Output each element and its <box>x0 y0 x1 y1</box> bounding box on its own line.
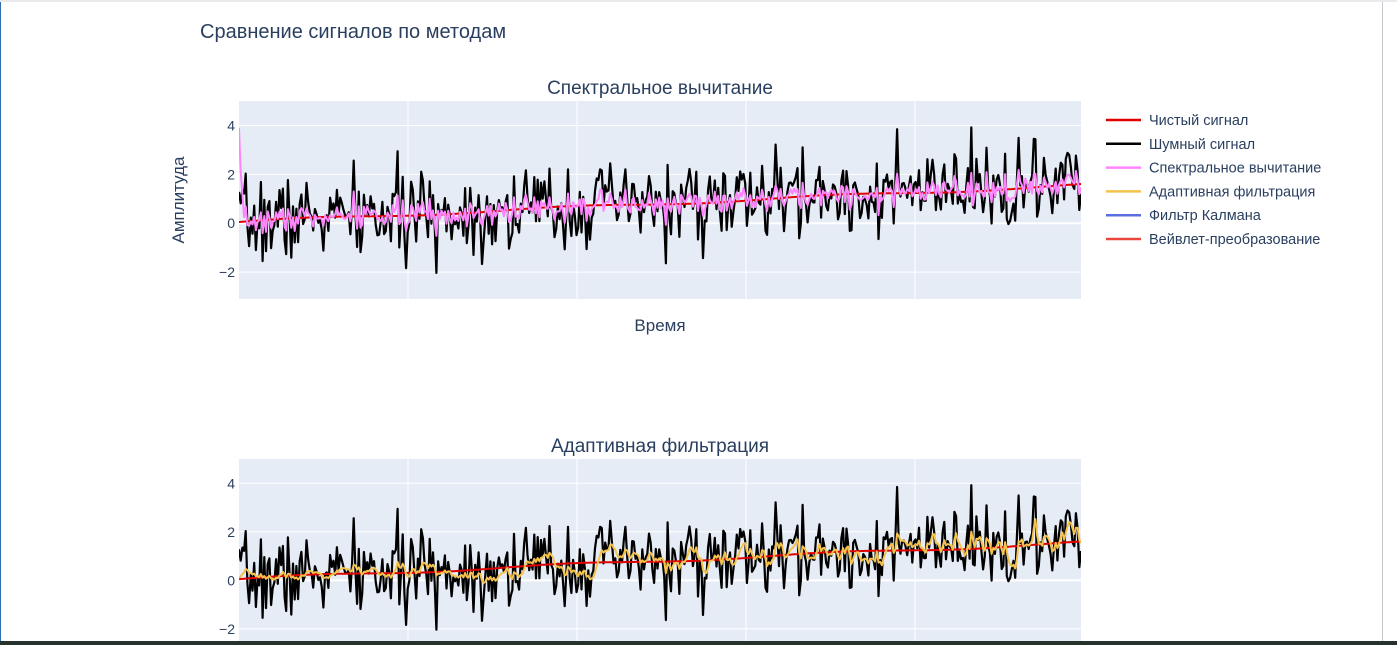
legend-label: Чистый сигнал <box>1149 113 1248 129</box>
legend-label: Спектральное вычитание <box>1149 161 1321 177</box>
y-tick-label: 2 <box>227 524 235 540</box>
legend-item[interactable]: Вейвлет-преобразование <box>1106 232 1320 248</box>
y-axis-label: Амплитуда <box>169 156 188 243</box>
legend-item[interactable]: Чистый сигнал <box>1106 113 1248 129</box>
bottom-border <box>0 641 1397 645</box>
y-tick-label: 4 <box>227 475 235 491</box>
figure-title: Сравнение сигналов по методам <box>200 21 506 43</box>
subplot-title: Спектральное вычитание <box>547 78 773 99</box>
legend-label: Адаптивная фильтрация <box>1149 184 1315 200</box>
y-tick-label: 0 <box>227 572 235 588</box>
y-tick-label: −2 <box>219 264 235 280</box>
legend-item[interactable]: Фильтр Калмана <box>1106 208 1262 224</box>
y-tick-label: 4 <box>227 117 235 133</box>
legend-label: Шумный сигнал <box>1149 137 1255 153</box>
legend-label: Вейвлет-преобразование <box>1149 232 1320 248</box>
series-line-Спектральное вычитание <box>239 127 1081 237</box>
y-tick-label: −2 <box>219 621 235 637</box>
legend-label: Фильтр Калмана <box>1149 208 1262 224</box>
subplot-adaptive: Адаптивная фильтрация −2 0 2 4 <box>219 436 1081 641</box>
legend[interactable]: Чистый сигнал Шумный сигнал Спектральное в… <box>1106 113 1321 248</box>
top-border <box>0 0 1397 2</box>
series-line-Адаптивная фильтрация <box>239 518 1081 584</box>
legend-item[interactable]: Адаптивная фильтрация <box>1106 184 1315 200</box>
subplot-title: Адаптивная фильтрация <box>551 436 769 457</box>
subplot-spectral: Спектральное вычитание Время Амплитуда −… <box>169 78 1081 335</box>
x-axis-label: Время <box>634 316 685 335</box>
legend-item[interactable]: Спектральное вычитание <box>1106 161 1321 177</box>
series-line-Шумный сигнал <box>239 484 1081 631</box>
series-line-Шумный сигнал <box>239 126 1081 274</box>
y-tick-label: 2 <box>227 166 235 182</box>
y-tick-label: 0 <box>227 215 235 231</box>
legend-item[interactable]: Шумный сигнал <box>1106 137 1255 153</box>
